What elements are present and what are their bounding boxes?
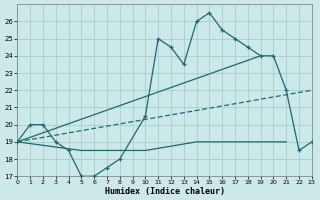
X-axis label: Humidex (Indice chaleur): Humidex (Indice chaleur) (105, 187, 225, 196)
